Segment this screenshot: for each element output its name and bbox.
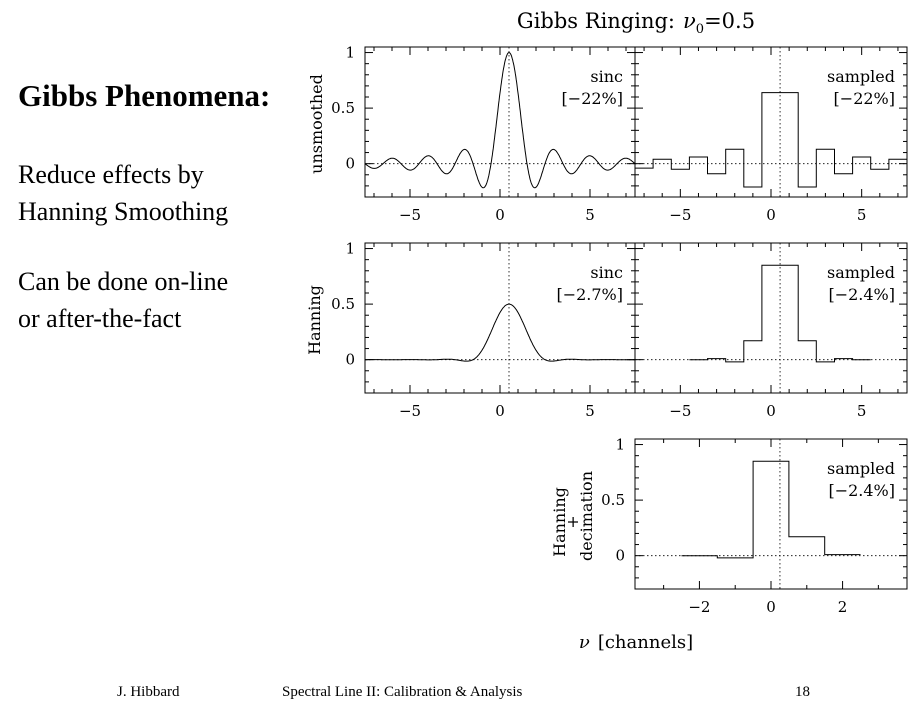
x-tick-label: 0	[495, 206, 505, 224]
panel-5-sampled: −2 0 2 0 0.5 1 sampled [−2.4%]	[601, 436, 908, 616]
row-label-line-hanning: Hanning	[550, 487, 569, 557]
x-tick-label: 5	[585, 206, 595, 224]
footer-author: J. Hibbard	[117, 684, 180, 700]
x-tick-label: 0	[766, 598, 776, 616]
series-sampled	[681, 460, 861, 559]
x-tick-label: 0	[766, 206, 776, 224]
slide-paragraph-1: Reduce effects by Hanning Smoothing	[18, 156, 228, 230]
x-tick-label: 0	[495, 402, 505, 420]
series-sampled	[635, 92, 907, 188]
plot-panels: −5 0 5 0 0.5 1 sinc [−22%] −5 0 5 sampled [−22%] −5 0 5…	[331, 44, 908, 616]
panel-annotation: [−2.4%]	[828, 285, 895, 304]
paragraph-2-line-2: or after-the-fact	[18, 304, 182, 333]
series-sinc	[364, 52, 636, 189]
row-label-unsmoothed: unsmoothed	[307, 74, 326, 174]
y-tick-label: 1	[345, 44, 355, 62]
tick-marks	[635, 243, 907, 393]
tick-marks	[635, 47, 907, 197]
panel-4-sampled: −5 0 5 sampled [−2.4%]	[634, 242, 908, 420]
row-label-hanning: Hanning	[305, 285, 324, 355]
panel-label: sinc	[590, 263, 623, 282]
slide-paragraph-2: Can be done on-line or after-the-fact	[18, 263, 228, 337]
tick-marks	[365, 243, 635, 393]
y-tick-label: 0.5	[601, 491, 625, 509]
footer-page-number: 18	[795, 684, 810, 700]
x-tick-label: 5	[857, 206, 867, 224]
series-sinc	[365, 303, 635, 362]
y-tick-label: 0.5	[331, 99, 355, 117]
y-tick-label: 0	[615, 547, 625, 565]
paragraph-1-line-1: Reduce effects by	[18, 160, 204, 189]
paragraph-2-line-1: Can be done on-line	[18, 267, 229, 296]
x-tick-label: 0	[766, 402, 776, 420]
panel-label: sampled	[827, 263, 895, 282]
y-tick-label: 0	[345, 155, 355, 173]
panel-label: sampled	[827, 459, 895, 478]
footer-title: Spectral Line II: Calibration & Analysis	[282, 684, 523, 700]
slide-heading: Gibbs Phenomena:	[18, 78, 271, 113]
panel-1-sinc: −5 0 5 0 0.5 1 sinc [−22%]	[331, 44, 636, 224]
panel-label: sampled	[827, 67, 895, 86]
series-sampled	[689, 264, 871, 363]
y-tick-label: 0	[345, 351, 355, 369]
panel-annotation: [−2.7%]	[556, 285, 623, 304]
x-tick-label: −5	[399, 206, 421, 224]
panel-annotation: [−22%]	[562, 89, 623, 108]
x-tick-label: 5	[857, 402, 867, 420]
y-tick-label: 0.5	[331, 295, 355, 313]
x-tick-label: 5	[585, 402, 595, 420]
x-axis-label: ν [channels]	[579, 632, 693, 653]
panel-label: sinc	[590, 67, 623, 86]
x-tick-label: −2	[688, 598, 710, 616]
y-tick-label: 1	[345, 240, 355, 258]
row-label-line-decimation: decimation	[577, 471, 596, 561]
panel-annotation: [−2.4%]	[828, 481, 895, 500]
x-tick-label: −5	[669, 206, 691, 224]
panel-3-sinc: −5 0 5 0 0.5 1 sinc [−2.7%]	[331, 240, 636, 420]
y-tick-label: 1	[615, 436, 625, 454]
x-tick-label: −5	[399, 402, 421, 420]
x-tick-label: −5	[669, 402, 691, 420]
tick-marks	[365, 47, 635, 197]
figure-title: Gibbs Ringing: ν0=0.5	[517, 9, 755, 37]
paragraph-1-line-2: Hanning Smoothing	[18, 197, 229, 226]
row-label-line-plus: +	[563, 515, 582, 528]
panel-annotation: [−22%]	[834, 89, 895, 108]
x-tick-label: 2	[838, 598, 848, 616]
panel-2-sampled: −5 0 5 sampled [−22%]	[634, 46, 908, 224]
